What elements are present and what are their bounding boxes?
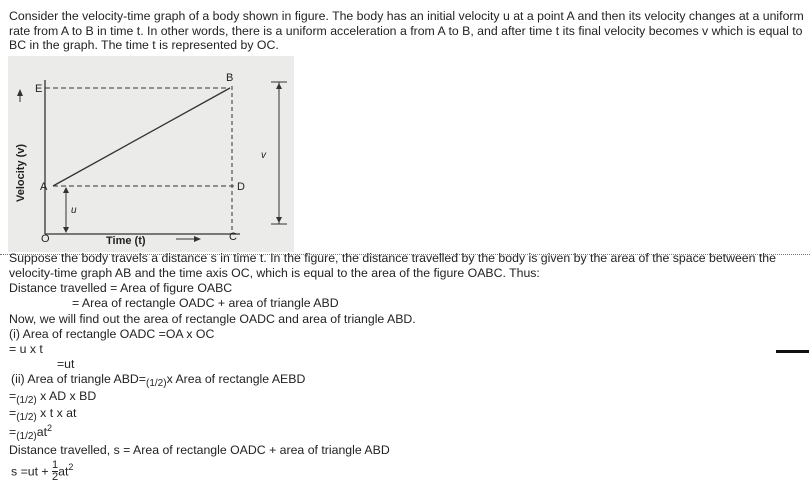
body-line-13: Distance travelled, s = Area of rectangl… xyxy=(9,443,390,457)
label-B: B xyxy=(226,72,233,84)
body-line-9: (ii) Area of triangle ABD=(1/2)x Area of… xyxy=(11,372,306,389)
velocity-time-graph: E B A D O C u v Velocity (v) Time (t) xyxy=(8,56,294,252)
body-line-10: =(1/2) x AD x BD xyxy=(9,389,97,406)
fraction-one-half: 1 2 xyxy=(52,459,59,483)
body-line-2: velocity-time graph AB and the time axis… xyxy=(9,266,540,280)
body-line-7: = u x t xyxy=(9,342,43,356)
y-axis-label: Velocity (v) xyxy=(15,144,27,202)
body-line-5: Now, we will find out the area of rectan… xyxy=(9,312,416,326)
label-D: D xyxy=(237,181,245,193)
body-line-12: =(1/2)at2 xyxy=(9,423,53,442)
intro-paragraph: Consider the velocity-time graph of a bo… xyxy=(9,9,804,52)
label-u: u xyxy=(71,205,77,216)
label-E: E xyxy=(35,83,42,95)
body-line-4: = Area of rectangle OADC + area of trian… xyxy=(72,296,339,310)
body-line-1: Suppose the body travels a distance s in… xyxy=(9,251,776,265)
label-O: O xyxy=(41,233,50,245)
dash-mark xyxy=(776,350,809,353)
final-equation: s =ut + 1 2 at2 xyxy=(11,459,74,483)
body-line-6: (i) Area of rectangle OADC =OA x OC xyxy=(9,327,215,341)
label-v: v xyxy=(261,150,267,161)
body-line-8: =ut xyxy=(57,357,75,371)
label-A: A xyxy=(40,181,48,193)
body-line-11: =(1/2) x t x at xyxy=(9,406,77,423)
body-line-3: Distance travelled = Area of figure OABC xyxy=(9,281,233,295)
divider xyxy=(0,254,810,255)
x-axis-label: Time (t) xyxy=(106,235,146,247)
label-C: C xyxy=(229,231,237,243)
